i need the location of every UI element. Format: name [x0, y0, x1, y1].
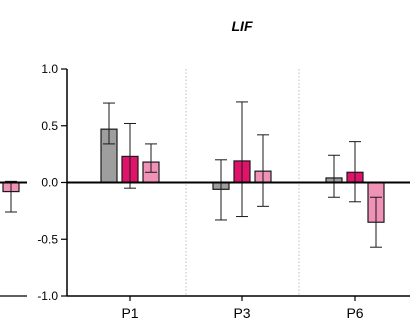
errorbar-p3-s2	[236, 102, 248, 217]
y-tick-label-1: -0.5	[37, 232, 58, 246]
x-tick-label-p1: P1	[121, 305, 138, 321]
y-tick-label-2: 0.0	[41, 176, 58, 190]
partial-left-panel	[0, 181, 27, 296]
x-axis-ticks: P1 P3 P6	[121, 296, 363, 321]
y-tick-label-4: 1.0	[41, 62, 58, 76]
errorbar-p6-s1	[328, 155, 340, 197]
y-tick-label-3: 0.5	[41, 119, 58, 133]
y-tick-label-0: -1.0	[37, 289, 58, 303]
x-tick-label-p6: P6	[346, 305, 363, 321]
y-axis-ticks: -1.0 -0.5 0.0 0.5 1.0	[37, 62, 67, 303]
chart-title: LIF	[232, 18, 253, 34]
axes-layer	[67, 69, 410, 296]
x-tick-label-p3: P3	[233, 305, 250, 321]
